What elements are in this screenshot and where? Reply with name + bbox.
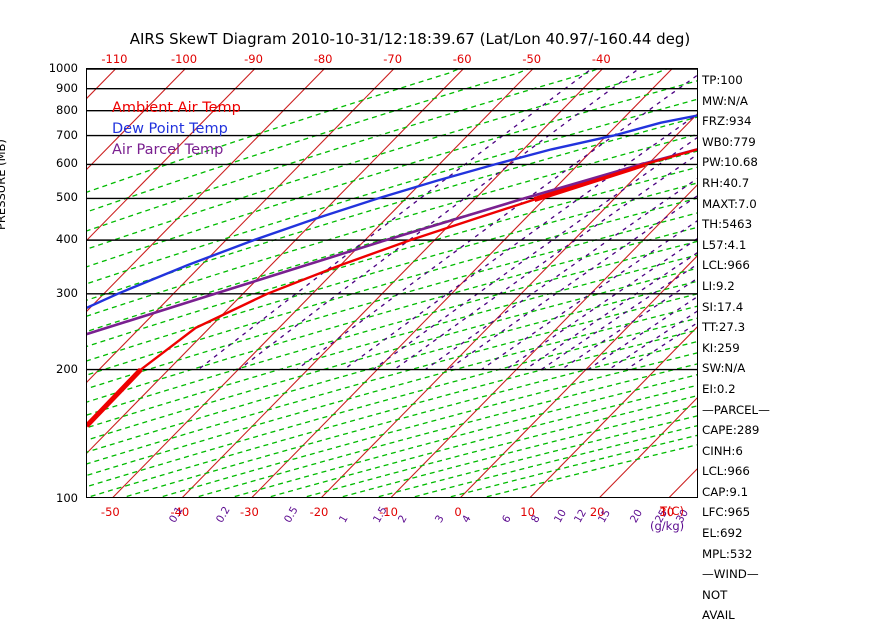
mixing-ratio-tick-3: 1 — [336, 513, 351, 525]
legend: Ambient Air Temp Dew Point Temp Air Parc… — [112, 98, 241, 161]
index-cape289: CAPE:289 — [702, 423, 760, 438]
index-avail: AVAIL — [702, 608, 735, 623]
bottom-temp-tick-4: -10 — [379, 505, 398, 519]
index-lfc965: LFC:965 — [702, 505, 751, 520]
index-wb0779: WB0:779 — [702, 134, 756, 149]
index-lcl966: LCL:966 — [702, 464, 750, 479]
temperature-profile-curves — [87, 114, 697, 428]
index-ei02: EI:0.2 — [702, 381, 736, 396]
pressure-tick-500: 500 — [56, 190, 78, 205]
bottom-temp-tick-1: -40 — [170, 505, 190, 519]
index-l5741: L57:4.1 — [702, 237, 747, 252]
pressure-axis-title: PRESSURE (MB) — [0, 139, 8, 230]
mixing-ratio-tick-13: 20 — [627, 507, 646, 525]
index-rh407: RH:40.7 — [702, 175, 750, 190]
top-temp-tick-1: -110 — [101, 52, 128, 66]
index-not: NOT — [702, 587, 728, 602]
top-temp-tick-6: -60 — [452, 52, 472, 66]
legend-item-air-parcel-temp: Air Parcel Temp — [112, 142, 224, 158]
pressure-tick-400: 400 — [56, 232, 78, 247]
index-cap91: CAP:9.1 — [702, 484, 749, 499]
top-temp-tick-5: -70 — [383, 52, 403, 66]
skewt-plot-area[interactable] — [86, 68, 698, 498]
bottom-temp-tick-0: -50 — [100, 505, 120, 519]
isobar-lines — [87, 69, 697, 371]
index-mpl532: MPL:532 — [702, 546, 753, 561]
pressure-tick-800: 800 — [56, 102, 78, 117]
isotherm-lines — [87, 69, 697, 497]
bottom-temp-tick-6: 10 — [520, 505, 535, 519]
pressure-tick-200: 200 — [56, 361, 78, 376]
index-parcel: —PARCEL— — [702, 402, 770, 417]
skewt-canvas — [87, 69, 697, 497]
bottom-temp-tick-8: 30 — [659, 505, 675, 519]
legend-item-dew-point-temp: Dew Point Temp — [112, 121, 228, 137]
index-swna: SW:N/A — [702, 361, 746, 376]
pressure-tick-1000: 1000 — [48, 61, 78, 75]
index-wind: —WIND— — [702, 567, 759, 582]
pressure-tick-900: 900 — [56, 80, 78, 95]
legend-item-ambient-air-temp: Ambient Air Temp — [112, 100, 241, 116]
index-mwna: MW:N/A — [702, 93, 748, 108]
top-temp-tick-7: -50 — [522, 52, 542, 66]
mixing-ratio-unit-label: (g/kg) — [650, 519, 685, 533]
pressure-tick-300: 300 — [56, 285, 78, 300]
temperature-unit-label: T(C) — [660, 504, 685, 518]
index-ki259: KI:259 — [702, 340, 740, 355]
bottom-temp-tick-3: -20 — [309, 505, 329, 519]
pressure-tick-100: 100 — [56, 491, 78, 505]
index-li92: LI:9.2 — [702, 278, 735, 293]
mixing-ratio-tick-10: 10 — [552, 507, 570, 525]
index-tt273: TT:27.3 — [702, 320, 746, 335]
index-lcl966: LCL:966 — [702, 258, 750, 273]
pressure-tick-700: 700 — [56, 127, 78, 142]
dry-adiabat-lines — [87, 69, 697, 497]
index-pw1068: PW:10.68 — [702, 155, 758, 170]
index-si174: SI:17.4 — [702, 299, 744, 314]
top-temp-tick-2: -100 — [170, 52, 198, 66]
index-el692: EL:692 — [702, 526, 743, 541]
page-title: AIRS SkewT Diagram 2010-10-31/12:18:39.6… — [129, 30, 691, 48]
index-maxt70: MAXT:7.0 — [702, 196, 757, 211]
top-temp-tick-3: -90 — [244, 52, 263, 66]
index-cinh6: CINH:6 — [702, 443, 743, 458]
indices-panel: TP:100 MW:N/A FRZ:934 WB0:779 PW:10.68 RH:40.… — [702, 70, 822, 626]
bottom-temp-tick-5: 0 — [454, 505, 462, 519]
top-temp-tick-8: -40 — [591, 52, 611, 66]
bottom-temp-tick-2: -30 — [240, 505, 259, 519]
bottom-temp-tick-7: 20 — [589, 505, 605, 519]
top-temp-tick-4: -80 — [313, 52, 333, 66]
index-tp100: TP:100 — [702, 73, 743, 87]
pressure-tick-600: 600 — [56, 156, 78, 171]
index-th5463: TH:5463 — [702, 217, 753, 232]
index-frz934: FRZ:934 — [702, 114, 752, 129]
